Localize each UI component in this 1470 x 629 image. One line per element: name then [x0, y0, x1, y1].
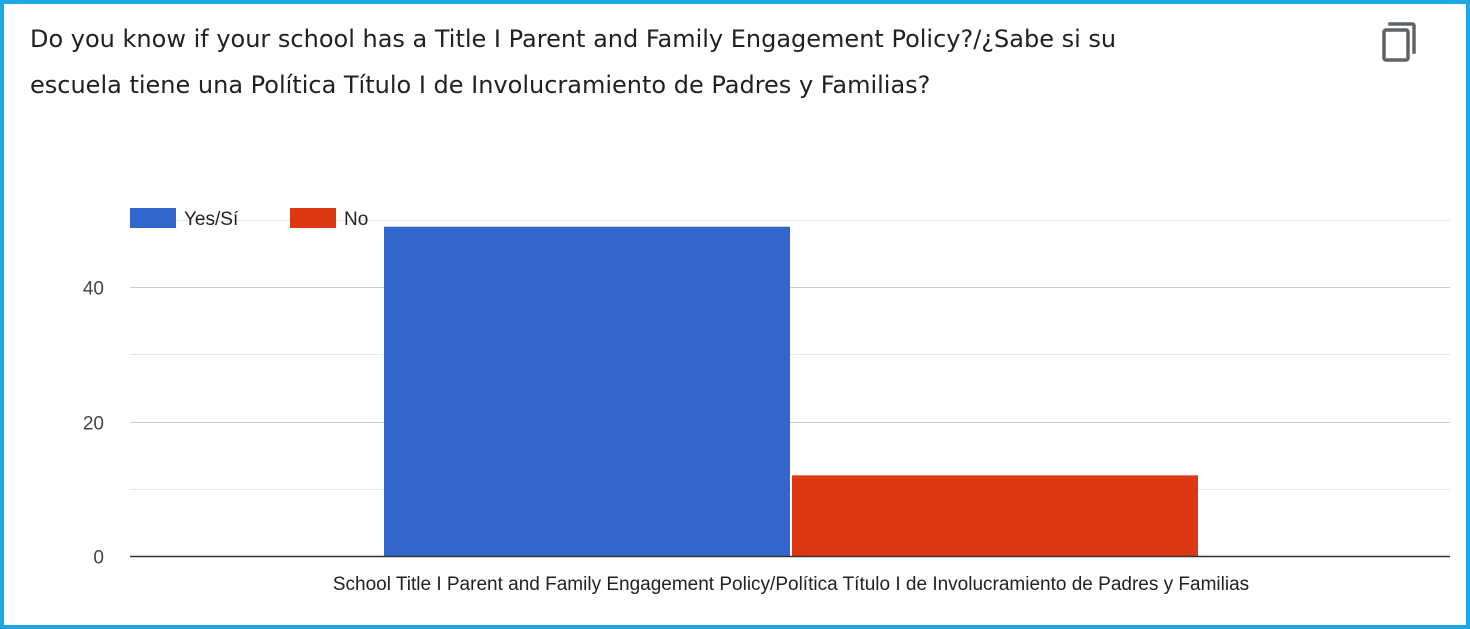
legend-label: No	[344, 209, 368, 230]
bar-yes-s-	[384, 226, 790, 556]
copy-icon	[1382, 22, 1416, 62]
y-tick-label: 20	[83, 414, 104, 435]
legend-swatch	[290, 208, 336, 228]
legend: Yes/Sí No	[130, 208, 368, 230]
x-category-label: School Title I Parent and Family Engagem…	[333, 574, 1249, 595]
legend-swatch	[130, 208, 176, 228]
y-tick-label: 40	[83, 279, 104, 300]
question-title-line-2: escuela tiene una Política Título I de I…	[30, 71, 931, 99]
bar-no	[792, 475, 1198, 556]
bars	[384, 226, 1198, 556]
question-title: Do you know if your school has a Title I…	[30, 16, 1330, 108]
legend-label: Yes/Sí	[184, 209, 239, 230]
copy-chart-button[interactable]	[1372, 18, 1420, 66]
axis: 0 20 40 School Title I Parent and Family En…	[83, 279, 1450, 595]
question-title-line-1: Do you know if your school has a Title I…	[30, 25, 1117, 53]
y-tick-label: 0	[93, 548, 104, 569]
